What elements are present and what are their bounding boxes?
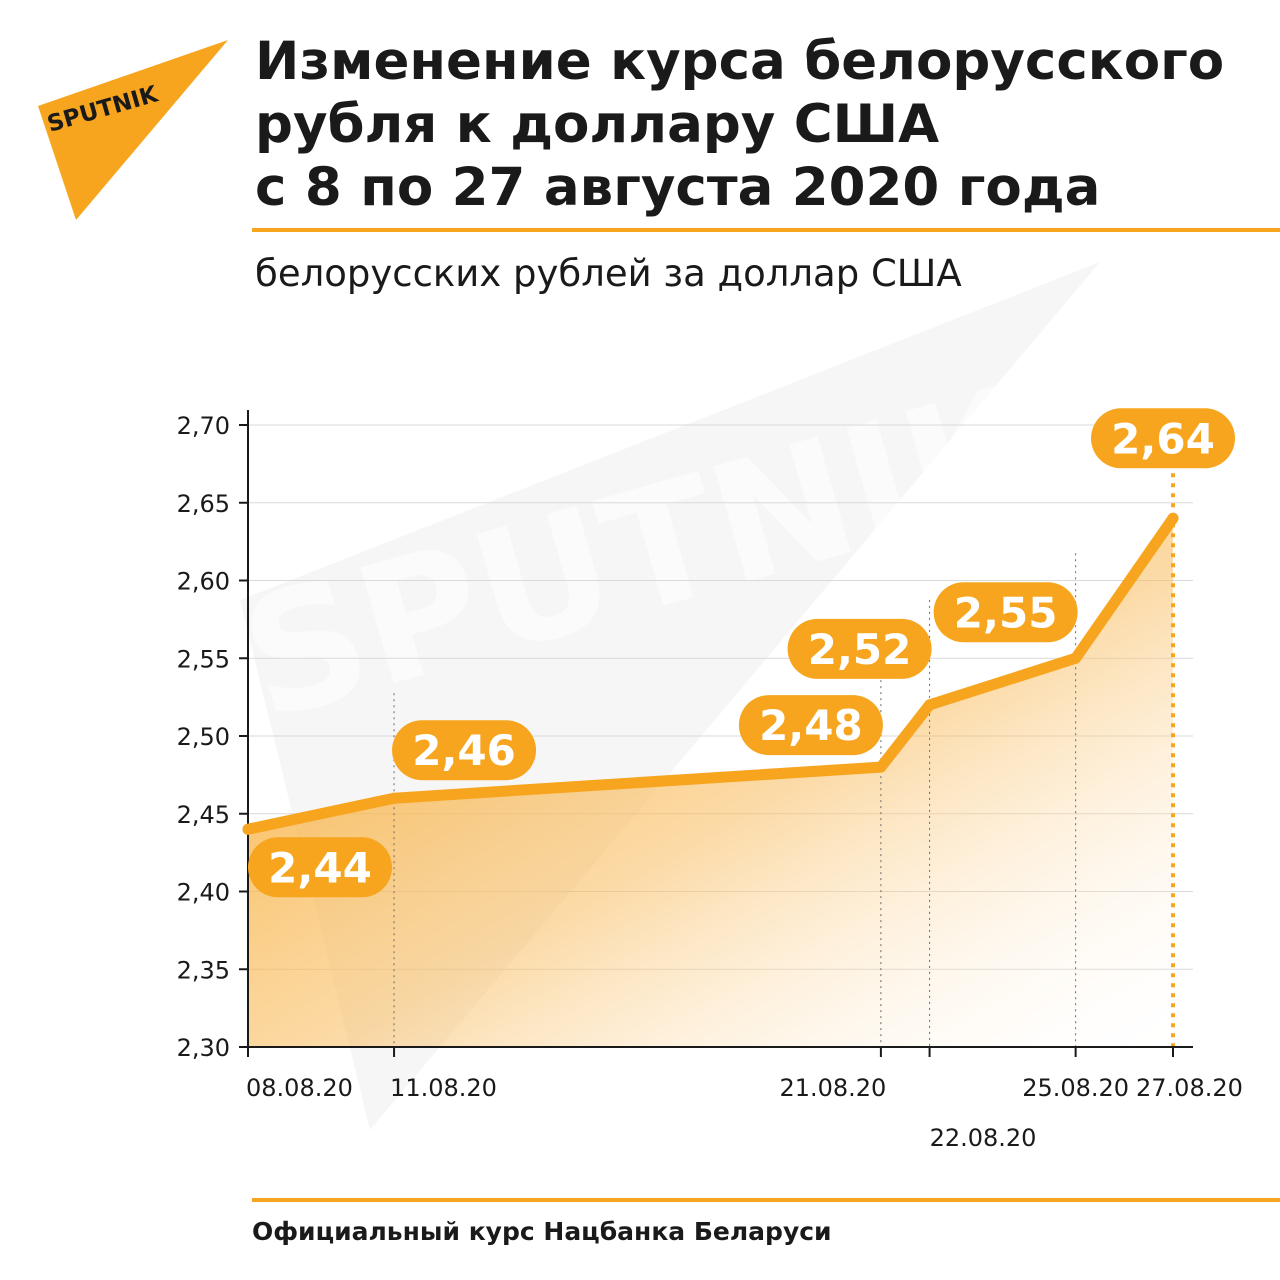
x-tick-label: 22.08.20 [930,1124,1037,1152]
data-point [924,699,936,711]
data-label: 2,48 [738,695,883,756]
data-label-text: 2,48 [759,701,863,750]
title-line: с 8 по 27 августа 2020 года [255,157,1101,218]
sputnik-logo-icon: SPUTNIK [38,40,228,220]
data-label-text: 2,64 [1111,414,1215,463]
y-tick-label: 2,65 [177,490,230,518]
data-label-text: 2,52 [808,625,912,674]
data-point [1167,512,1179,524]
y-tick-label: 2,50 [177,723,230,751]
y-tick-label: 2,30 [177,1034,230,1062]
data-label-text: 2,55 [954,588,1058,637]
series-line [242,512,1179,835]
data-label-text: 2,46 [412,726,516,775]
data-label-pill [392,720,537,781]
data-label: 2,46 [392,720,537,781]
sputnik-logo: SPUTNIK [36,38,232,222]
x-tick-label: 11.08.20 [390,1074,497,1102]
x-tick-label: 25.08.20 [1022,1074,1129,1102]
data-label-text: 2,44 [268,843,372,892]
y-tick-label: 2,35 [177,956,230,984]
title-line: рубля к доллару США [255,94,940,155]
data-label: 2,64 [1091,408,1235,469]
source-note: Официальный курс Нацбанка Беларуси [252,1217,832,1246]
y-tick-label: 2,70 [177,412,230,440]
data-label-pill [248,837,392,898]
data-point [875,761,887,773]
data-label-pill [1091,408,1235,469]
x-tick-label: 08.08.20 [246,1074,353,1102]
x-tick-label: 27.08.20 [1136,1074,1243,1102]
data-label-pill [738,695,883,756]
chart-units-label: белорусских рублей за доллар США [255,252,962,295]
y-tick-label: 2,60 [177,568,230,596]
header-divider [252,228,1280,232]
data-point [1070,652,1082,664]
data-label-pill [933,582,1078,643]
data-label: 2,44 [248,837,392,898]
data-label: 2,52 [787,618,932,679]
data-point [242,823,254,835]
data-label: 2,55 [933,582,1078,643]
data-label-pill [787,618,932,679]
data-point [388,792,400,804]
y-tick-label: 2,55 [177,645,230,673]
footer-divider [252,1198,1280,1202]
title-line: Изменение курса белорусского [255,31,1225,92]
page-title: Изменение курса белорусского рубля к дол… [255,30,1265,219]
y-tick-label: 2,40 [177,879,230,907]
y-tick-label: 2,45 [177,801,230,829]
x-tick-label: 21.08.20 [779,1074,886,1102]
